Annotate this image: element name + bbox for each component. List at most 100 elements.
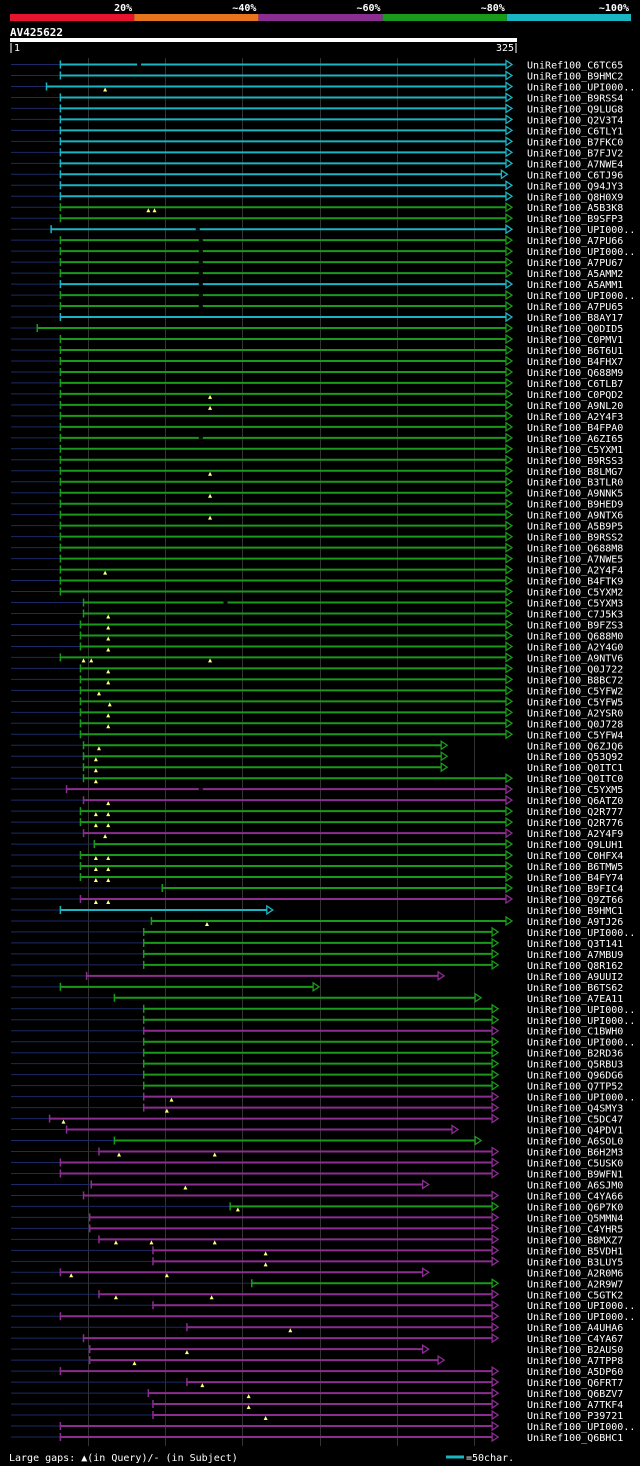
hit-label[interactable]: UniRef100_UPI000..	[527, 225, 635, 236]
hit-row[interactable]: UniRef100_C5DC47	[11, 1113, 623, 1126]
hit-label[interactable]: UniRef100_B5VDH1	[527, 1246, 623, 1257]
hit-row[interactable]: UniRef100_B2AUS0	[11, 1343, 623, 1356]
hit-label[interactable]: UniRef100_Q0ITC0	[527, 774, 623, 785]
hit-label[interactable]: UniRef100_A7PU65	[527, 302, 623, 313]
hit-row[interactable]: UniRef100_C4YA66	[11, 1190, 623, 1202]
hit-row[interactable]: UniRef100_Q53Q92	[11, 751, 623, 763]
hit-label[interactable]: UniRef100_Q6FRT7	[527, 1378, 623, 1389]
hit-row[interactable]: UniRef100_A2R0M6	[11, 1267, 623, 1279]
hit-label[interactable]: UniRef100_B9HED9	[527, 500, 623, 511]
hit-row[interactable]: UniRef100_Q7TP52	[11, 1080, 623, 1093]
hit-row[interactable]: UniRef100_A9NTV6	[11, 652, 623, 664]
hit-row[interactable]: UniRef100_UPI000..	[11, 1420, 635, 1433]
hit-label[interactable]: UniRef100_UPI000..	[527, 291, 635, 302]
hit-label[interactable]: UniRef100_UPI000..	[527, 1301, 635, 1312]
hit-label[interactable]: UniRef100_Q5RBU3	[527, 1060, 623, 1071]
hit-label[interactable]: UniRef100_A7PU66	[527, 236, 623, 247]
hit-label[interactable]: UniRef100_Q6BHC1	[527, 1433, 623, 1444]
hit-label[interactable]: UniRef100_B4FY74	[527, 873, 623, 884]
hit-row[interactable]: UniRef100_A7TKF4	[11, 1398, 623, 1411]
hit-label[interactable]: UniRef100_Q2V3T4	[527, 115, 623, 126]
hit-row[interactable]: UniRef100_C6TJ96	[11, 169, 623, 181]
hit-row[interactable]: UniRef100_Q9ZT66	[11, 893, 623, 906]
hit-label[interactable]: UniRef100_B9HMC2	[527, 71, 623, 82]
hit-label[interactable]: UniRef100_B8BC72	[527, 675, 623, 686]
hit-row[interactable]: UniRef100_A9NTX6	[11, 509, 623, 522]
hit-row[interactable]: UniRef100_A2R9W7	[11, 1278, 623, 1290]
hit-row[interactable]: UniRef100_A2Y4F9	[11, 827, 623, 840]
hit-label[interactable]: UniRef100_UPI000..	[527, 928, 635, 939]
hit-row[interactable]: UniRef100_A7NWE5	[11, 553, 623, 566]
hit-row[interactable]: UniRef100_UPI000..	[11, 289, 635, 302]
hit-label[interactable]: UniRef100_Q96DG6	[527, 1071, 623, 1082]
hit-row[interactable]: UniRef100_UPI000..	[11, 1311, 635, 1323]
hit-row[interactable]: UniRef100_B8BC72	[11, 674, 623, 686]
hit-row[interactable]: UniRef100_A4UHA6	[11, 1321, 623, 1334]
hit-row[interactable]: UniRef100_B3LUY5	[11, 1256, 623, 1268]
hit-label[interactable]: UniRef100_C6TC65	[527, 61, 623, 72]
hit-label[interactable]: UniRef100_Q6ZJQ6	[527, 741, 623, 752]
hit-row[interactable]: UniRef100_A7PU67	[11, 256, 623, 269]
hit-label[interactable]: UniRef100_A9TJ26	[527, 917, 623, 928]
hit-row[interactable]: UniRef100_A2Y4F4	[11, 564, 623, 577]
hit-label[interactable]: UniRef100_Q2R777	[527, 807, 623, 818]
hit-row[interactable]: UniRef100_Q5MMN4	[11, 1212, 623, 1224]
hit-row[interactable]: UniRef100_A7MBU9	[11, 948, 623, 961]
hit-row[interactable]: UniRef100_B9RSS2	[11, 531, 623, 544]
hit-label[interactable]: UniRef100_C6TJ96	[527, 170, 623, 181]
hit-label[interactable]: UniRef100_C5YFW4	[527, 730, 623, 741]
hit-label[interactable]: UniRef100_B7FKC0	[527, 137, 623, 148]
hit-label[interactable]: UniRef100_Q6BZV7	[527, 1389, 623, 1400]
hit-row[interactable]: UniRef100_C5YXM3	[11, 597, 623, 610]
hit-label[interactable]: UniRef100_C4YHR5	[527, 1224, 623, 1235]
hit-label[interactable]: UniRef100_B7FJV2	[527, 148, 623, 159]
hit-label[interactable]: UniRef100_Q53Q92	[527, 752, 623, 763]
hit-row[interactable]: UniRef100_Q6BHC1	[11, 1431, 623, 1444]
hit-row[interactable]: UniRef100_C5YXM2	[11, 586, 623, 599]
hit-row[interactable]: UniRef100_Q8H0X9	[11, 191, 623, 203]
hit-label[interactable]: UniRef100_A9NL20	[527, 401, 623, 412]
hit-row[interactable]: UniRef100_Q6P7K0	[11, 1201, 623, 1213]
hit-row[interactable]: UniRef100_B4FY74	[11, 871, 623, 884]
hit-row[interactable]: UniRef100_Q3T141	[11, 937, 623, 950]
hit-label[interactable]: UniRef100_A2Y4F3	[527, 412, 623, 423]
hit-label[interactable]: UniRef100_A2R0M6	[527, 1268, 623, 1279]
hit-label[interactable]: UniRef100_B2RD36	[527, 1049, 623, 1060]
hit-label[interactable]: UniRef100_A6SOL0	[527, 1137, 623, 1148]
hit-label[interactable]: UniRef100_Q9ZT66	[527, 895, 623, 906]
hit-row[interactable]: UniRef100_A7NWE4	[11, 158, 623, 170]
hit-label[interactable]: UniRef100_A7PU67	[527, 258, 623, 269]
hit-label[interactable]: UniRef100_C5YFW2	[527, 686, 623, 697]
hit-label[interactable]: UniRef100_Q3T141	[527, 939, 623, 950]
hit-label[interactable]: UniRef100_B9FZS3	[527, 620, 623, 631]
hit-label[interactable]: UniRef100_Q8H0X9	[527, 192, 623, 203]
hit-label[interactable]: UniRef100_B3LUY5	[527, 1257, 623, 1268]
hit-row[interactable]: UniRef100_C5YXM5	[11, 783, 623, 796]
hit-label[interactable]: UniRef100_Q0ITC1	[527, 763, 623, 774]
hit-label[interactable]: UniRef100_B9WFN1	[527, 1169, 623, 1180]
hit-row[interactable]: UniRef100_C6TC65	[11, 59, 623, 72]
hit-label[interactable]: UniRef100_A7TKF4	[527, 1400, 623, 1411]
hit-row[interactable]: UniRef100_A2YSR0	[11, 707, 623, 719]
hit-row[interactable]: UniRef100_B9RSS4	[11, 92, 623, 104]
hit-label[interactable]: UniRef100_UPI000..	[527, 1038, 635, 1049]
hit-label[interactable]: UniRef100_UPI000..	[527, 1016, 635, 1027]
hit-row[interactable]: UniRef100_UPI000..	[11, 245, 635, 258]
hit-label[interactable]: UniRef100_A9NTV6	[527, 653, 623, 664]
hit-row[interactable]: UniRef100_UPI000..	[11, 1003, 635, 1016]
hit-row[interactable]: UniRef100_Q688M9	[11, 366, 623, 379]
hit-label[interactable]: UniRef100_B9SFP3	[527, 214, 623, 225]
hit-row[interactable]: UniRef100_Q2R776	[11, 816, 623, 829]
hit-row[interactable]: UniRef100_B2RD36	[11, 1047, 623, 1060]
hit-label[interactable]: UniRef100_B9RSS2	[527, 533, 623, 544]
hit-row[interactable]: UniRef100_B6TMW5	[11, 860, 623, 873]
hit-label[interactable]: UniRef100_A5DP60	[527, 1367, 623, 1378]
hit-row[interactable]: UniRef100_Q6FRT7	[11, 1376, 623, 1389]
hit-row[interactable]: UniRef100_Q0ITC0	[11, 772, 623, 785]
hit-row[interactable]: UniRef100_C5GTK2	[11, 1289, 623, 1301]
hit-label[interactable]: UniRef100_Q6P7K0	[527, 1202, 623, 1213]
hit-label[interactable]: UniRef100_Q6ATZ0	[527, 796, 623, 807]
hit-row[interactable]: UniRef100_A5AMM2	[11, 267, 623, 280]
hit-row[interactable]: UniRef100_Q4SMY3	[11, 1102, 623, 1115]
hit-row[interactable]: UniRef100_B9SFP3	[11, 213, 623, 225]
